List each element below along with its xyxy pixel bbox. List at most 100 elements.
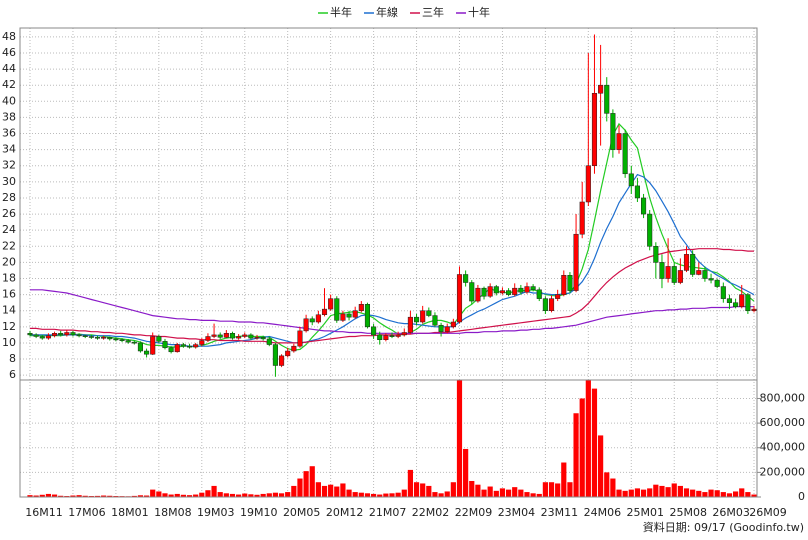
volume-bar [726, 493, 733, 497]
candle-body [745, 294, 751, 311]
candle-body [297, 330, 303, 347]
candle-body [33, 334, 39, 337]
volume-bar [217, 492, 223, 497]
candle-body [420, 310, 426, 323]
candle-body [45, 335, 51, 339]
volume-bar [628, 489, 634, 497]
y-tick-label: 38 [2, 110, 16, 123]
x-tick-label: 17M06 [68, 506, 106, 519]
candle-body [113, 338, 119, 341]
candle-body [720, 286, 726, 299]
x-tick-label: 18M08 [154, 506, 192, 519]
candle-body [512, 287, 518, 295]
volume-bar [303, 471, 309, 497]
volume-bar [696, 490, 702, 497]
candle-body [665, 266, 671, 279]
candle-body [413, 316, 420, 323]
volume-bar [236, 494, 242, 497]
x-tick-label: 23M04 [498, 506, 536, 519]
candle-body [162, 341, 168, 349]
candle-body [708, 278, 714, 281]
volume-bar [401, 489, 407, 497]
volume-bar [242, 493, 248, 497]
volume-bar [714, 490, 720, 497]
candle-body [518, 287, 524, 293]
candle-body [156, 336, 162, 342]
candle-body [726, 298, 733, 303]
legend-label: 半年 [330, 5, 352, 19]
x-tick-label: 24M06 [584, 506, 622, 519]
volume-bar [229, 493, 236, 497]
candle-body [64, 332, 70, 336]
candle-body [150, 336, 156, 355]
candle-body [395, 334, 401, 337]
x-tick-label: 19M03 [197, 506, 235, 519]
candle-body [628, 173, 634, 187]
candle-body [634, 185, 640, 199]
x-tick-label: 23M11 [541, 506, 579, 519]
x-tick-label: 18M01 [111, 506, 149, 519]
volume-bar [426, 485, 432, 497]
volume-bar [168, 494, 174, 497]
y-tick-label: 8 [9, 352, 16, 365]
volume-bar [475, 484, 481, 497]
volume-bar [143, 495, 150, 497]
volume-bar [683, 488, 690, 497]
candle-body [506, 290, 512, 295]
volume-bar [702, 492, 708, 497]
x-tick-label: 20M05 [283, 506, 321, 519]
candle-body [481, 287, 487, 297]
y-tick-label: 48 [2, 30, 16, 43]
volume-bar [591, 388, 598, 497]
volume-bar [708, 489, 714, 497]
volume-bar [315, 482, 321, 497]
volume-bar [272, 492, 279, 497]
candle-body [493, 286, 499, 294]
candle-body [671, 266, 677, 283]
candle-body [223, 333, 229, 338]
volume-bar [334, 486, 340, 497]
x-tick-label: 22M09 [455, 506, 493, 519]
volume-bar [512, 487, 518, 497]
candle-body [641, 197, 647, 215]
legend-label: 年線 [376, 5, 398, 19]
candle-body [536, 289, 542, 299]
volume-bar [156, 491, 162, 497]
y-tick-label: 32 [2, 159, 16, 172]
volume-bar [285, 492, 291, 497]
candle-body [101, 337, 107, 339]
volume-bar [640, 489, 647, 497]
candle-body [585, 165, 591, 203]
candle-body [58, 333, 64, 336]
volume-bar [751, 494, 757, 497]
y-tick-label: 12 [2, 320, 16, 333]
candle-body [131, 341, 137, 344]
y-tick-label: 24 [2, 223, 16, 236]
candle-body [248, 334, 254, 339]
candle-body [622, 133, 628, 175]
volume-bar [82, 495, 88, 497]
x-tick-label: 22M02 [412, 506, 450, 519]
volume-bar [456, 380, 463, 497]
x-tick-label: 20M12 [326, 506, 364, 519]
y-tick-label: 22 [2, 239, 16, 252]
candle-body [456, 274, 463, 323]
candle-body [714, 279, 720, 287]
volume-bar [567, 482, 573, 497]
volume-bar [542, 482, 548, 497]
volume-bar [266, 493, 272, 497]
candle-body [751, 308, 757, 311]
candle-body [82, 335, 88, 337]
candle-body [407, 316, 413, 333]
volume-bar [309, 466, 315, 497]
volume-bar [377, 494, 383, 497]
candle-body [555, 294, 561, 299]
volume-bar [107, 495, 113, 497]
candle-body [659, 262, 665, 279]
candle-body [690, 254, 696, 275]
candle-body [432, 315, 438, 326]
candle-body [315, 314, 321, 323]
volume-bar [561, 462, 567, 497]
volume-bar [481, 489, 487, 497]
volume-bar [33, 495, 39, 497]
